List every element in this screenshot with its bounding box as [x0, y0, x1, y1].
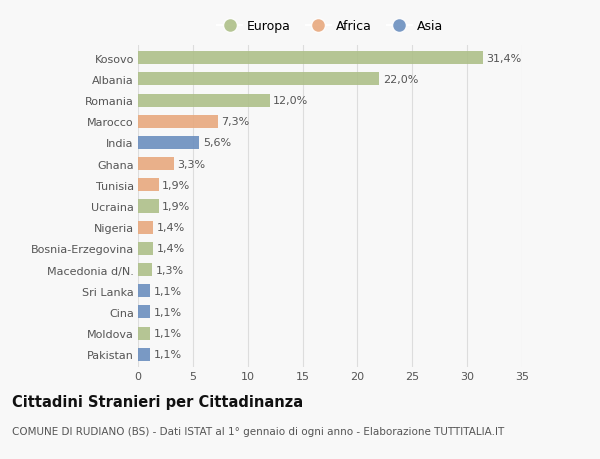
- Text: COMUNE DI RUDIANO (BS) - Dati ISTAT al 1° gennaio di ogni anno - Elaborazione TU: COMUNE DI RUDIANO (BS) - Dati ISTAT al 1…: [12, 426, 504, 436]
- Bar: [138, 158, 174, 171]
- Bar: [138, 348, 150, 361]
- Bar: [138, 116, 218, 129]
- Text: 5,6%: 5,6%: [203, 138, 231, 148]
- Text: 1,1%: 1,1%: [154, 307, 181, 317]
- Text: 3,3%: 3,3%: [178, 159, 206, 169]
- Text: 7,3%: 7,3%: [221, 117, 250, 127]
- Bar: [138, 73, 379, 86]
- Bar: [138, 242, 154, 255]
- Text: 12,0%: 12,0%: [273, 96, 308, 106]
- Bar: [138, 306, 150, 319]
- Text: 22,0%: 22,0%: [383, 75, 418, 85]
- Bar: [138, 200, 159, 213]
- Text: 1,4%: 1,4%: [157, 223, 185, 233]
- Bar: [138, 263, 152, 276]
- Text: 1,1%: 1,1%: [154, 286, 181, 296]
- Text: 1,1%: 1,1%: [154, 328, 181, 338]
- Text: 1,9%: 1,9%: [162, 180, 190, 190]
- Bar: [138, 52, 482, 65]
- Text: 1,3%: 1,3%: [155, 265, 184, 275]
- Bar: [138, 327, 150, 340]
- Text: Cittadini Stranieri per Cittadinanza: Cittadini Stranieri per Cittadinanza: [12, 394, 303, 409]
- Bar: [138, 137, 199, 150]
- Bar: [138, 179, 159, 192]
- Legend: Europa, Africa, Asia: Europa, Africa, Asia: [217, 20, 443, 33]
- Bar: [138, 94, 269, 107]
- Text: 1,4%: 1,4%: [157, 244, 185, 254]
- Text: 1,9%: 1,9%: [162, 202, 190, 212]
- Text: 31,4%: 31,4%: [486, 54, 521, 64]
- Bar: [138, 221, 154, 234]
- Text: 1,1%: 1,1%: [154, 349, 181, 359]
- Bar: [138, 285, 150, 297]
